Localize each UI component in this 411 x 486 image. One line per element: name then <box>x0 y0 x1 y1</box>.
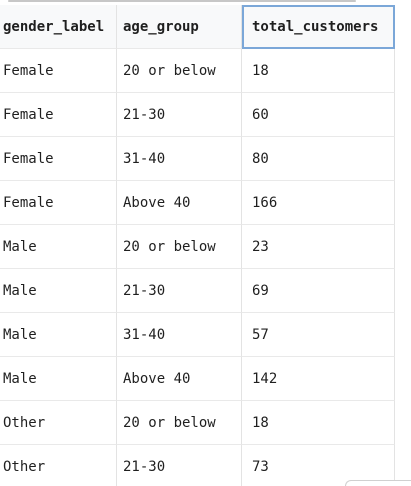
cell-age-group[interactable]: 20 or below <box>117 401 242 445</box>
cell-gender-label[interactable]: Male <box>0 225 117 269</box>
cell-total-customers[interactable]: 60 <box>242 93 395 137</box>
cell-total-customers[interactable]: 57 <box>242 313 395 357</box>
cell-age-group[interactable]: 20 or below <box>117 225 242 269</box>
cell-total-customers[interactable]: 23 <box>242 225 395 269</box>
cell-gender-label[interactable]: Other <box>0 445 117 486</box>
horizontal-scroll-track[interactable] <box>0 0 360 4</box>
cell-total-customers[interactable]: 18 <box>242 401 395 445</box>
cell-gender-label[interactable]: Other <box>0 401 117 445</box>
cell-gender-label[interactable]: Male <box>0 269 117 313</box>
cell-age-group[interactable]: Above 40 <box>117 357 242 401</box>
cell-gender-label[interactable]: Male <box>0 313 117 357</box>
cell-total-customers[interactable]: 166 <box>242 181 395 225</box>
cell-age-group[interactable]: 20 or below <box>117 49 242 93</box>
cell-gender-label[interactable]: Female <box>0 137 117 181</box>
cell-total-customers[interactable]: 18 <box>242 49 395 93</box>
cell-age-group[interactable]: 21-30 <box>117 93 242 137</box>
cell-gender-label[interactable]: Male <box>0 357 117 401</box>
cell-age-group[interactable]: 21-30 <box>117 445 242 486</box>
cell-age-group[interactable]: 31-40 <box>117 137 242 181</box>
cell-gender-label[interactable]: Female <box>0 181 117 225</box>
column-header-total-customers[interactable]: total_customers <box>242 5 395 49</box>
cell-total-customers[interactable]: 73 <box>242 445 395 486</box>
results-table: gender_label age_group total_customers F… <box>0 5 395 486</box>
cell-gender-label[interactable]: Female <box>0 93 117 137</box>
cell-total-customers[interactable]: 142 <box>242 357 395 401</box>
cell-age-group[interactable]: 21-30 <box>117 269 242 313</box>
cell-gender-label[interactable]: Female <box>0 49 117 93</box>
cell-age-group[interactable]: Above 40 <box>117 181 242 225</box>
column-header-age-group[interactable]: age_group <box>117 5 242 49</box>
cell-total-customers[interactable]: 69 <box>242 269 395 313</box>
cell-total-customers[interactable]: 80 <box>242 137 395 181</box>
column-header-gender-label[interactable]: gender_label <box>0 5 117 49</box>
resize-handle[interactable] <box>345 480 411 486</box>
cell-age-group[interactable]: 31-40 <box>117 313 242 357</box>
